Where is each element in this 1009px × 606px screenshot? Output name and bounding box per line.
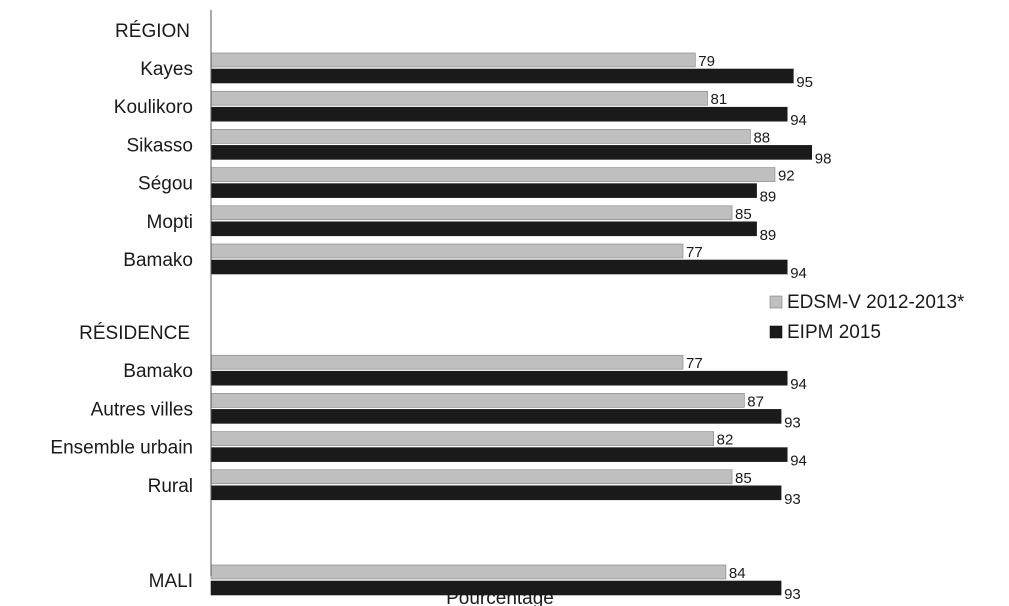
data-label: 88: [753, 129, 770, 146]
data-label: 85: [735, 470, 752, 487]
bar-edsm: [210, 205, 733, 221]
legend-swatch-eipm: [769, 325, 783, 339]
category-label: Bamako: [123, 250, 193, 271]
bar-edsm: [210, 167, 776, 182]
data-label: 94: [790, 376, 807, 393]
bar-edsm: [210, 90, 708, 106]
data-label: 93: [784, 491, 801, 508]
data-label: 77: [686, 244, 703, 261]
bar-edsm: [210, 129, 751, 144]
category-label: Autres villes: [91, 399, 193, 420]
data-label: 93: [784, 586, 801, 603]
category-label: Rural: [148, 476, 193, 497]
data-label: 82: [717, 432, 734, 449]
bar-eipm: [210, 447, 788, 462]
data-label: 84: [729, 565, 746, 582]
data-label: 77: [686, 355, 703, 372]
data-label: 94: [790, 112, 807, 129]
bar-eipm: [210, 485, 782, 501]
group-heading: RÉSIDENCE: [79, 323, 190, 344]
data-label: 81: [711, 91, 728, 108]
x-axis-label: Pourcentage: [446, 588, 554, 606]
legend-swatch-edsm: [769, 295, 783, 309]
legend-label-edsm: EDSM-V 2012-2013*: [787, 292, 965, 313]
bar-edsm: [210, 431, 714, 446]
bar-edsm: [210, 243, 684, 259]
data-label: 98: [815, 150, 832, 167]
bar-edsm: [210, 469, 733, 485]
data-label: 89: [760, 189, 777, 206]
data-label: 93: [784, 414, 801, 431]
bar-edsm: [210, 564, 727, 580]
category-label: Kayes: [140, 59, 193, 80]
bar-eipm: [210, 221, 757, 237]
category-label: MALI: [149, 571, 193, 592]
legend-label-eipm: EIPM 2015: [787, 322, 881, 343]
data-label: 95: [796, 74, 813, 91]
data-label: 94: [790, 265, 807, 282]
bars-layer: [210, 52, 813, 596]
category-label: Mopti: [147, 212, 193, 233]
category-label: Koulikoro: [114, 97, 193, 118]
group-heading: RÉGION: [115, 21, 190, 42]
data-label: 94: [790, 453, 807, 470]
data-label: 79: [698, 53, 715, 70]
data-label: 92: [778, 168, 795, 185]
bar-eipm: [210, 409, 782, 424]
data-label: 87: [747, 393, 764, 410]
bar-edsm: [210, 354, 684, 370]
category-label: Ségou: [138, 174, 193, 195]
legend: EDSM-V 2012-2013* EIPM 2015: [769, 292, 965, 343]
bar-eipm: [210, 370, 788, 386]
bar-eipm: [210, 183, 757, 198]
bar-edsm: [210, 52, 696, 68]
bar-eipm: [210, 68, 794, 84]
bar-eipm: [210, 145, 813, 160]
bar-edsm: [210, 393, 745, 408]
category-label: Sikasso: [126, 135, 193, 156]
bar-eipm: [210, 580, 782, 596]
labels-layer: RÉGION Kayes 79 95 Koulikoro 81 94 Sikasso 88 98 S…: [50, 21, 831, 603]
data-label: 89: [760, 227, 777, 244]
category-label: Ensemble urbain: [50, 438, 193, 459]
bar-eipm: [210, 106, 788, 122]
data-label: 85: [735, 206, 752, 223]
bar-eipm: [210, 259, 788, 275]
category-label: Bamako: [123, 361, 193, 382]
